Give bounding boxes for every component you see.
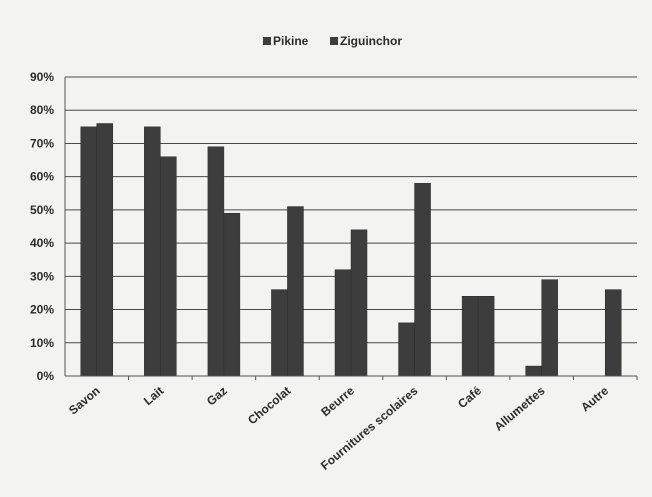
bar-ziguinchor <box>414 183 431 377</box>
bar-ziguinchor <box>350 229 368 377</box>
y-tick-label: 60% <box>30 170 54 184</box>
y-tick-label: 30% <box>30 269 54 283</box>
legend: Pikine Ziguinchor <box>263 34 402 48</box>
bar-ziguinchor <box>223 212 241 377</box>
bar-pikine <box>334 269 352 377</box>
bar-pikine <box>525 365 542 377</box>
y-tick-label: 0% <box>37 369 55 383</box>
bar-pikine <box>461 296 479 377</box>
y-tick-label: 40% <box>30 236 54 250</box>
x-tick-label: Allumettes <box>492 383 548 433</box>
legend-label-pikine: Pikine <box>273 34 309 48</box>
legend-label-ziguinchor: Ziguinchor <box>340 34 402 48</box>
bar-pikine <box>398 322 415 377</box>
legend-swatch-pikine <box>263 37 271 45</box>
y-tick-label: 10% <box>30 336 54 350</box>
x-tick-label: Savon <box>66 384 103 418</box>
y-tick-label: 90% <box>30 70 54 84</box>
legend-swatch-ziguinchor <box>330 37 338 45</box>
x-tick-label: Chocolat <box>245 384 293 428</box>
x-tick-label: Café <box>455 383 484 411</box>
bar-ziguinchor <box>477 296 495 377</box>
y-tick-label: 80% <box>30 103 54 117</box>
x-tick-label: Beurre <box>318 383 357 419</box>
x-tick-label: Gaz <box>204 384 230 409</box>
bar-pikine <box>80 126 98 377</box>
bar-pikine <box>271 289 288 377</box>
y-axis: 0% 10% 20% 30% 40% 50% 60% 70% 80% 90% <box>30 70 66 383</box>
bar-ziguinchor <box>604 289 622 377</box>
bar-pikine <box>144 126 161 377</box>
bar-ziguinchor <box>160 156 177 377</box>
y-tick-label: 70% <box>30 136 54 150</box>
bar-ziguinchor <box>541 279 558 377</box>
bar-ziguinchor <box>96 123 114 377</box>
x-tick-label: Lait <box>141 384 166 408</box>
bar-ziguinchor <box>287 206 304 377</box>
y-tick-label: 20% <box>30 303 54 317</box>
y-tick-label: 50% <box>30 203 54 217</box>
bars <box>80 123 622 377</box>
x-tick-label: Autre <box>578 383 611 414</box>
bar-pikine <box>207 146 225 377</box>
